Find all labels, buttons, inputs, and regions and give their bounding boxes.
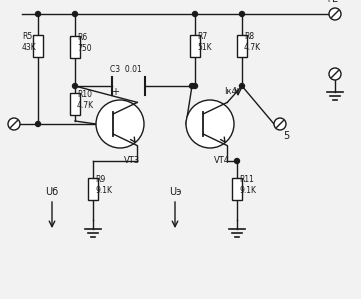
Circle shape	[329, 68, 341, 80]
Text: +E: +E	[324, 0, 338, 4]
Text: +: +	[111, 87, 119, 97]
Bar	[70, 36, 80, 58]
Circle shape	[239, 83, 244, 89]
Circle shape	[235, 158, 239, 164]
Text: R8
4.7K: R8 4.7K	[244, 32, 261, 52]
Text: R6
750: R6 750	[77, 33, 92, 53]
Text: R10
4.7K: R10 4.7K	[77, 90, 94, 110]
Text: Uб: Uб	[45, 187, 58, 197]
Circle shape	[192, 83, 197, 89]
Text: R7
51K: R7 51K	[197, 32, 212, 52]
Bar	[88, 178, 98, 200]
Circle shape	[35, 11, 40, 16]
Bar	[70, 93, 80, 115]
Circle shape	[186, 100, 234, 148]
Circle shape	[96, 100, 144, 148]
Bar	[232, 178, 242, 200]
Circle shape	[192, 11, 197, 16]
Bar	[33, 35, 43, 57]
Text: 5: 5	[283, 131, 289, 141]
Text: R9
9.1K: R9 9.1K	[95, 175, 112, 195]
Bar	[237, 35, 247, 57]
Text: Iк4: Iк4	[224, 88, 237, 97]
Circle shape	[73, 83, 78, 89]
Circle shape	[329, 8, 341, 20]
Text: R11
9.1K: R11 9.1K	[239, 175, 256, 195]
Text: R5
43K: R5 43K	[22, 32, 37, 52]
Text: Uэ: Uэ	[169, 187, 181, 197]
Circle shape	[8, 118, 20, 130]
Text: VT3: VT3	[124, 156, 140, 165]
Circle shape	[274, 118, 286, 130]
Text: C3  0.01: C3 0.01	[110, 65, 142, 74]
Text: VT4: VT4	[214, 156, 230, 165]
Bar	[190, 35, 200, 57]
Circle shape	[190, 83, 195, 89]
Circle shape	[73, 11, 78, 16]
Circle shape	[35, 121, 40, 126]
Circle shape	[239, 11, 244, 16]
